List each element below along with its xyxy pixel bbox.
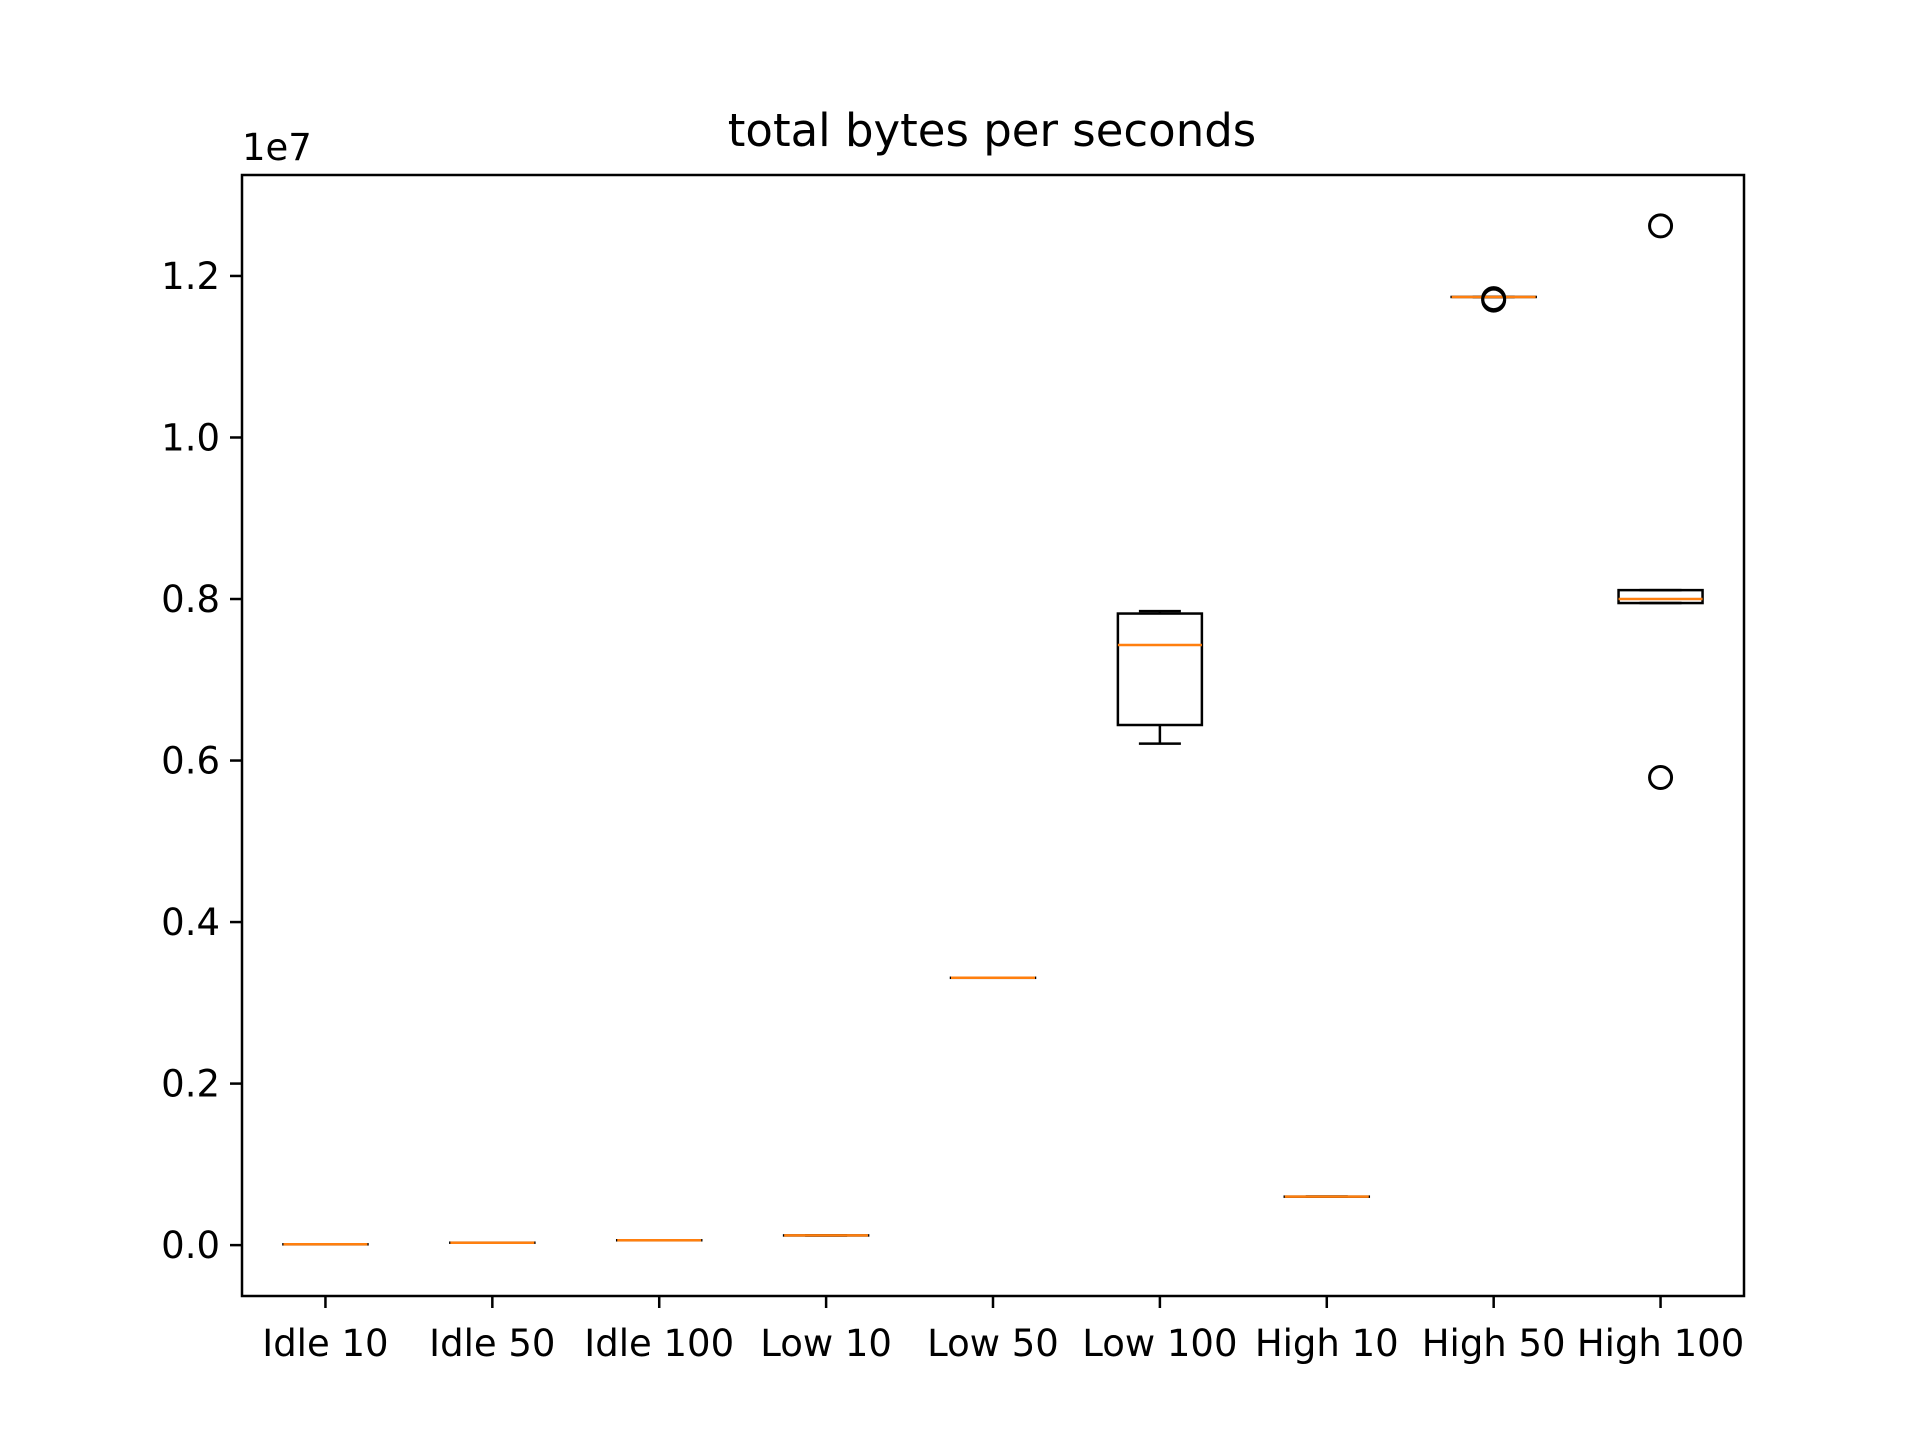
x-tick-label: High 10 (1255, 1322, 1399, 1365)
y-tick-label: 0.4 (161, 901, 220, 944)
box-body (1617, 588, 1704, 605)
x-tick-label: Idle 10 (262, 1322, 388, 1365)
x-tick-label: Idle 100 (584, 1322, 734, 1365)
outlier-point (1648, 764, 1674, 790)
x-tick-label: High 50 (1422, 1322, 1566, 1365)
y-tick-label: 1.0 (161, 416, 220, 459)
box-group (1450, 286, 1537, 313)
box-group (1116, 609, 1204, 745)
y-tick-label: 0.8 (161, 578, 220, 621)
y-axis-offset-label: 1e7 (242, 126, 312, 169)
x-tick-label: Idle 50 (429, 1322, 555, 1365)
outlier-point (1481, 287, 1507, 313)
x-axis: Idle 10 Idle 50 Idle 100 Low 10 Low 50 Low 10… (262, 1296, 1744, 1365)
y-tick-label: 0.6 (161, 740, 220, 783)
x-tick-label: Low 50 (927, 1322, 1059, 1365)
box-group (1617, 213, 1704, 790)
outlier-point (1648, 213, 1674, 239)
x-tick-label: Low 10 (760, 1322, 892, 1365)
x-tick-label: High 100 (1577, 1322, 1744, 1365)
y-tick-label: 1.2 (161, 255, 220, 298)
y-tick-label: 0.2 (161, 1063, 220, 1106)
y-axis: 0.0 0.2 0.4 0.6 0.8 1.0 1.2 (161, 255, 242, 1267)
chart-title: total bytes per seconds (728, 104, 1256, 157)
x-tick-label: Low 100 (1082, 1322, 1237, 1365)
plot-area (282, 213, 1704, 1246)
y-tick-label: 0.0 (161, 1224, 220, 1267)
box-body (1116, 612, 1204, 727)
